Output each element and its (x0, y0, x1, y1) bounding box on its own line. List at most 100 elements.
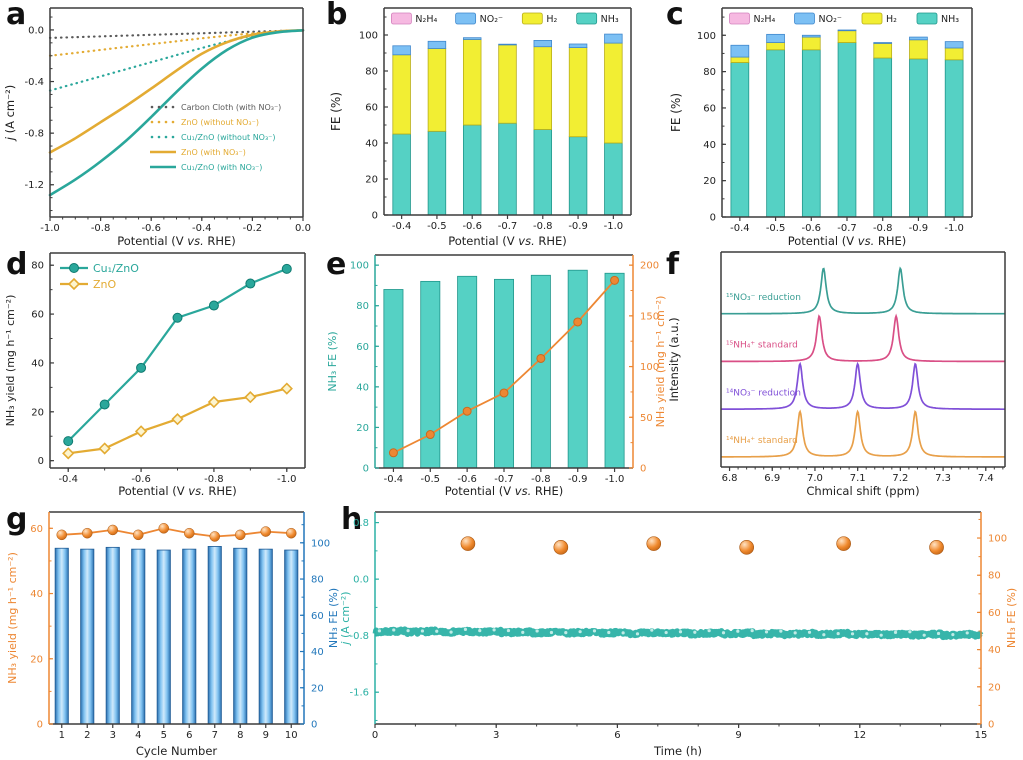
panel-d: d -0.4 -0.6 -0.8 -1.0 0 20 40 60 80 Potential (V … (0, 238, 320, 500)
svg-text:-0.6: -0.6 (457, 474, 477, 485)
svg-text:NH₃ FE (%): NH₃ FE (%) (327, 588, 340, 648)
svg-text:100: 100 (350, 261, 369, 272)
svg-text:NH₃ yield (mg h⁻¹ cm⁻²): NH₃ yield (mg h⁻¹ cm⁻²) (4, 295, 17, 427)
svg-text:j (A cm⁻²): j (A cm⁻²) (339, 591, 352, 646)
panel-d-chart: -0.4 -0.6 -0.8 -1.0 0 20 40 60 80 Potential (V vs… (4, 252, 306, 498)
svg-text:Chmical shift (ppm): Chmical shift (ppm) (806, 484, 919, 498)
svg-text:9: 9 (263, 730, 269, 741)
svg-text:-1.2: -1.2 (24, 180, 44, 191)
svg-text:60: 60 (988, 608, 1001, 619)
svg-text:-1.0: -1.0 (40, 223, 60, 234)
svg-text:80: 80 (365, 67, 378, 78)
panel-c-letter: c (666, 0, 684, 32)
svg-text:80: 80 (311, 575, 324, 586)
svg-text:20: 20 (31, 407, 44, 418)
svg-text:-0.8: -0.8 (349, 631, 369, 642)
svg-text:12: 12 (853, 730, 866, 741)
svg-text:-0.4: -0.4 (392, 221, 412, 232)
svg-text:¹⁵NH₄⁺ standard: ¹⁵NH₄⁺ standard (726, 341, 798, 351)
svg-text:100: 100 (640, 362, 659, 373)
svg-text:3: 3 (110, 730, 116, 741)
svg-text:-1.6: -1.6 (349, 688, 369, 699)
panel-a: a -1.0 -0.8 -0.6 -0.4 -0.2 0.0 0.0 -0.4 -0.8 -1.2… (0, 0, 320, 250)
svg-text:0: 0 (640, 464, 646, 475)
panel-f: f ¹⁵NO₃⁻ reduction ¹⁵NH₄⁺ standard ¹⁴NO₃⁻ … (660, 238, 1023, 500)
svg-text:¹⁵NO₃⁻ reduction: ¹⁵NO₃⁻ reduction (726, 293, 801, 303)
svg-text:-0.4: -0.4 (384, 474, 404, 485)
svg-text:80: 80 (703, 67, 716, 78)
svg-text:H₂: H₂ (886, 14, 897, 25)
svg-text:3: 3 (493, 730, 499, 741)
svg-text:7.0: 7.0 (807, 473, 823, 484)
svg-text:j (A cm⁻²): j (A cm⁻²) (3, 85, 17, 143)
panel-f-chart: ¹⁵NO₃⁻ reduction ¹⁵NH₄⁺ standard ¹⁴NO₃⁻ re… (667, 251, 1006, 498)
svg-text:-0.8: -0.8 (533, 221, 553, 232)
svg-text:40: 40 (703, 140, 716, 151)
svg-text:-0.4: -0.4 (24, 77, 44, 88)
svg-text:40: 40 (31, 358, 44, 369)
svg-text:-0.7: -0.7 (837, 223, 857, 234)
svg-text:0: 0 (311, 720, 317, 731)
svg-text:100: 100 (359, 31, 378, 42)
svg-text:-1.0: -1.0 (944, 223, 964, 234)
svg-text:4: 4 (135, 730, 141, 741)
svg-text:200: 200 (640, 261, 659, 272)
svg-text:Potential (V vs. RHE): Potential (V vs. RHE) (788, 234, 907, 248)
panel-a-letter: a (6, 0, 27, 32)
svg-text:NH₃ FE (%): NH₃ FE (%) (1005, 588, 1018, 648)
svg-text:60: 60 (30, 524, 43, 535)
svg-text:N₂H₄: N₂H₄ (754, 14, 776, 25)
svg-text:0.0: 0.0 (353, 575, 369, 586)
svg-text:0: 0 (363, 464, 369, 475)
panel-b: b -0.4 -0.5 -0.6 -0.7 -0.8 -0.9 -1.0 0 20 40 60 80 1… (320, 0, 665, 250)
svg-text:100: 100 (311, 538, 330, 549)
svg-text:7: 7 (212, 730, 218, 741)
svg-text:-0.2: -0.2 (243, 223, 263, 234)
svg-text:ZnO: ZnO (93, 278, 117, 291)
svg-text:0: 0 (372, 730, 378, 741)
svg-text:Cu₁/ZnO: Cu₁/ZnO (93, 262, 139, 275)
svg-text:40: 40 (356, 382, 369, 393)
svg-text:100: 100 (697, 31, 716, 42)
svg-text:-0.8: -0.8 (873, 223, 893, 234)
svg-text:-0.8: -0.8 (531, 474, 551, 485)
svg-text:6: 6 (614, 730, 620, 741)
svg-text:-0.5: -0.5 (421, 474, 441, 485)
svg-text:9: 9 (735, 730, 741, 741)
svg-text:-0.7: -0.7 (498, 221, 518, 232)
svg-text:20: 20 (356, 423, 369, 434)
panel-g-letter: g (6, 502, 28, 537)
svg-text:60: 60 (703, 103, 716, 114)
svg-text:-0.6: -0.6 (462, 221, 482, 232)
svg-text:ZnO (with NO₃⁻): ZnO (with NO₃⁻) (181, 148, 246, 157)
svg-text:Cu₁/ZnO (with NO₃⁻): Cu₁/ZnO (with NO₃⁻) (181, 163, 262, 172)
svg-text:5: 5 (161, 730, 167, 741)
svg-text:FE (%): FE (%) (329, 92, 343, 131)
svg-text:80: 80 (356, 301, 369, 312)
panel-g: g 1 2 3 4 5 6 7 8 9 10 0 20 40 60 0 20 40 60 80 100 Cycle Nu… (0, 500, 345, 760)
svg-text:40: 40 (988, 645, 1001, 656)
svg-text:0: 0 (988, 720, 994, 731)
svg-text:ZnO (without NO₃⁻): ZnO (without NO₃⁻) (181, 118, 259, 127)
svg-text:Potential (V vs. RHE): Potential (V vs. RHE) (117, 234, 236, 248)
svg-text:Carbon Cloth (with NO₃⁻): Carbon Cloth (with NO₃⁻) (181, 103, 281, 112)
svg-text:¹⁴NH₄⁺ standard: ¹⁴NH₄⁺ standard (726, 436, 798, 446)
svg-text:6: 6 (186, 730, 192, 741)
svg-text:-1.0: -1.0 (604, 221, 624, 232)
svg-text:H₂: H₂ (546, 14, 557, 25)
svg-text:-0.9: -0.9 (568, 221, 588, 232)
svg-text:6.8: 6.8 (722, 473, 738, 484)
svg-text:N₂H₄: N₂H₄ (415, 14, 437, 25)
panel-b-chart: -0.4 -0.5 -0.6 -0.7 -0.8 -0.9 -1.0 0 20 40 60 80 100… (329, 7, 632, 248)
panel-c: c -0.4 -0.5 -0.6 -0.7 -0.8 -0.9 -1.0 0 20 40 60 80 1… (660, 0, 1023, 250)
svg-text:60: 60 (31, 310, 44, 321)
svg-text:40: 40 (365, 139, 378, 150)
svg-text:NO₂⁻: NO₂⁻ (480, 14, 503, 25)
svg-text:7.3: 7.3 (935, 473, 951, 484)
svg-text:Intensity (a.u.): Intensity (a.u.) (667, 317, 681, 401)
svg-text:20: 20 (365, 175, 378, 186)
svg-text:60: 60 (311, 611, 324, 622)
svg-text:0: 0 (710, 213, 716, 224)
